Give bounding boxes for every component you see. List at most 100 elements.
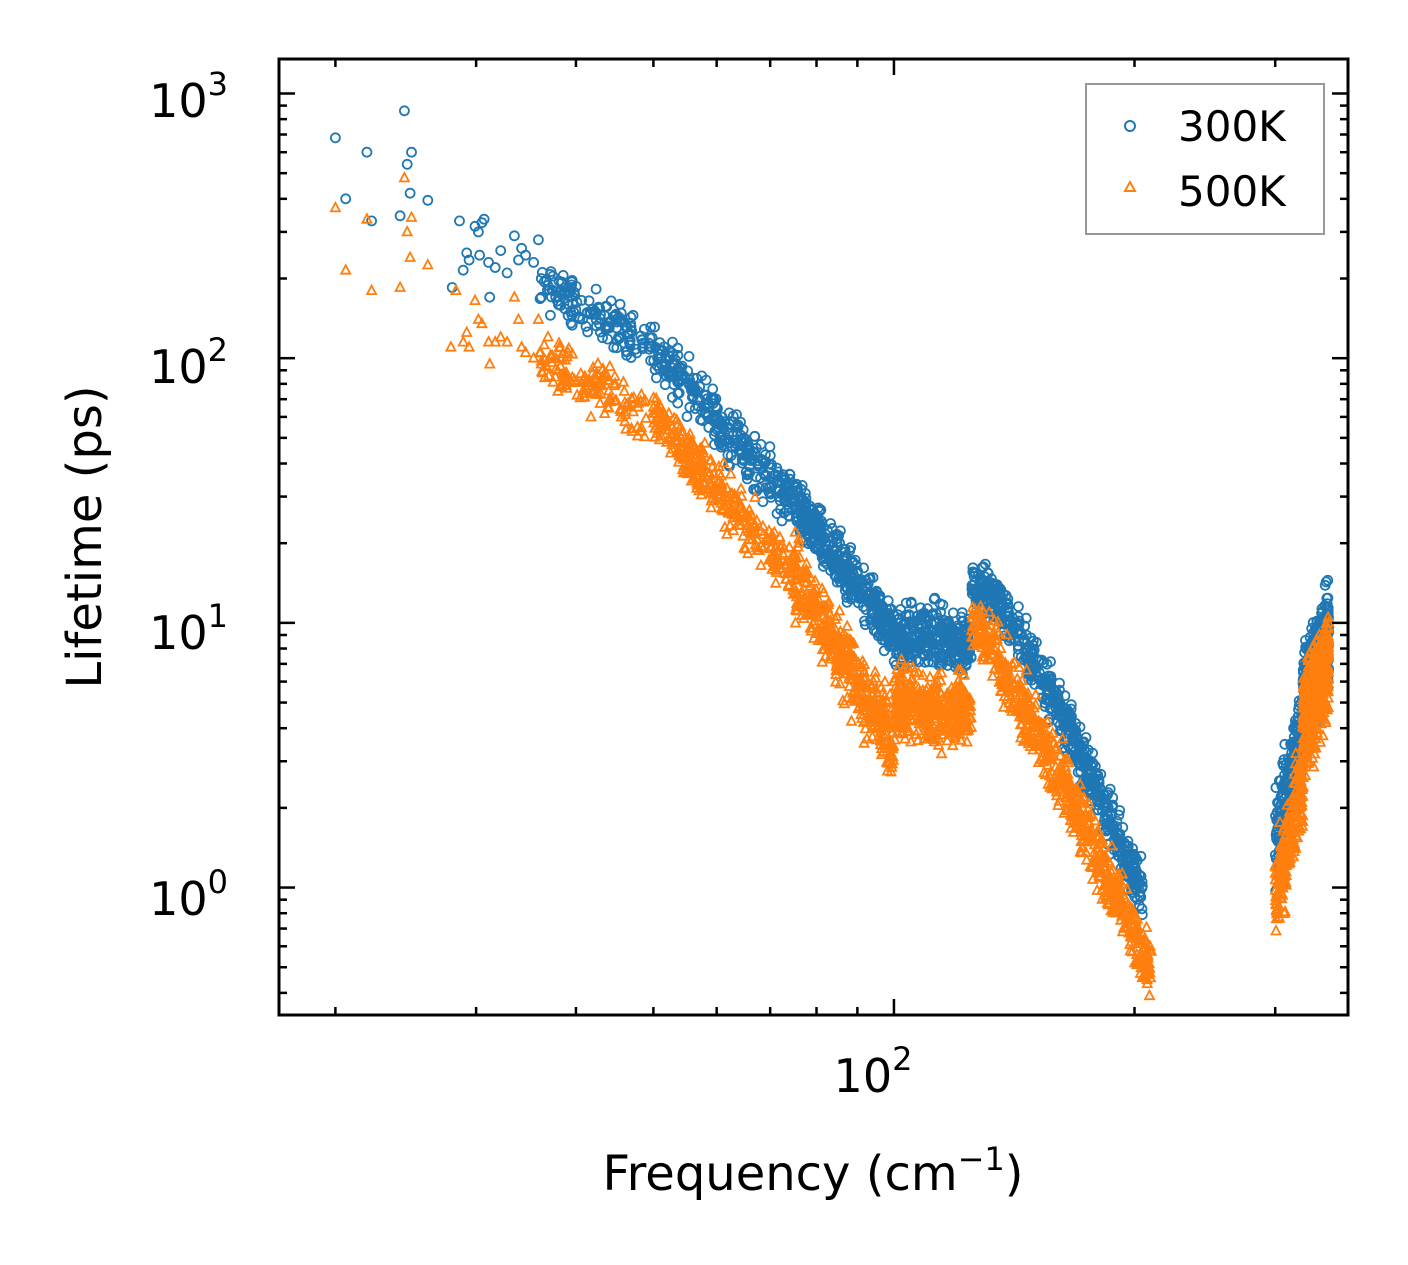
point-500K — [899, 732, 912, 744]
point-300K — [672, 397, 684, 409]
point-500K — [889, 679, 902, 692]
point-500K — [1309, 634, 1322, 646]
point-300K — [917, 608, 929, 619]
point-500K — [1101, 865, 1114, 878]
point-300K — [750, 442, 762, 454]
point-500K — [1029, 698, 1042, 710]
point-500K — [727, 504, 740, 516]
point-500K — [1075, 793, 1088, 806]
point-300K — [752, 458, 764, 470]
point-500K — [553, 336, 565, 348]
point-300K — [850, 585, 861, 597]
point-500K — [859, 671, 872, 683]
point-500K — [751, 543, 764, 555]
point-500K — [899, 686, 912, 699]
point-500K — [995, 660, 1008, 673]
point-500K — [952, 704, 965, 716]
point-300K — [614, 331, 626, 343]
point-500K — [717, 455, 730, 468]
point-500K — [1141, 976, 1154, 989]
point-500K — [899, 708, 912, 720]
point-500K — [912, 705, 925, 717]
point-300K — [913, 629, 925, 640]
point-300K — [649, 321, 660, 333]
point-300K — [406, 146, 417, 158]
point-500K — [916, 668, 929, 680]
point-500K — [838, 696, 851, 709]
point-500K — [852, 701, 865, 714]
point-500K — [1078, 791, 1090, 803]
point-300K — [394, 210, 406, 222]
point-300K — [844, 545, 856, 557]
point-500K — [934, 685, 947, 698]
point-500K — [788, 580, 801, 593]
point-500K — [637, 395, 650, 407]
point-500K — [705, 453, 717, 465]
point-500K — [712, 459, 725, 472]
point-500K — [547, 375, 560, 387]
point-300K — [686, 379, 698, 391]
point-500K — [578, 389, 591, 402]
point-500K — [737, 529, 750, 541]
point-500K — [1004, 681, 1017, 693]
point-500K — [650, 391, 663, 404]
point-500K — [992, 625, 1005, 637]
point-500K — [634, 424, 647, 436]
point-500K — [789, 525, 802, 537]
point-300K — [1051, 700, 1063, 711]
point-300K — [398, 105, 410, 117]
point-500K — [1276, 842, 1289, 854]
point-300K — [1321, 602, 1332, 614]
point-500K — [1019, 691, 1032, 703]
point-500K — [685, 474, 698, 486]
point-500K — [706, 459, 719, 472]
point-300K — [897, 633, 908, 644]
point-300K — [625, 311, 637, 323]
point-300K — [904, 644, 916, 656]
point-300K — [976, 585, 987, 596]
point-500K — [654, 399, 667, 412]
point-300K — [715, 441, 727, 453]
point-500K — [1322, 630, 1335, 642]
point-500K — [950, 723, 962, 735]
point-500K — [1002, 683, 1015, 696]
point-500K — [801, 595, 813, 608]
point-500K — [583, 374, 596, 386]
point-500K — [1073, 804, 1086, 816]
point-500K — [724, 467, 737, 479]
point-300K — [669, 359, 680, 371]
point-500K — [1269, 872, 1282, 885]
point-500K — [976, 650, 989, 662]
point-500K — [444, 340, 457, 352]
point-500K — [791, 571, 804, 583]
point-500K — [708, 493, 721, 505]
point-300K — [672, 342, 684, 354]
point-500K — [797, 601, 810, 613]
point-500K — [975, 616, 988, 628]
point-300K — [764, 441, 776, 453]
point-500K — [1001, 672, 1013, 684]
point-500K — [457, 335, 470, 347]
point-300K — [927, 656, 939, 668]
point-500K — [1103, 871, 1116, 884]
point-500K — [1058, 806, 1071, 818]
point-300K — [404, 187, 416, 199]
point-500K — [585, 410, 597, 422]
point-500K — [1085, 834, 1098, 846]
point-500K — [574, 366, 587, 379]
point-500K — [618, 384, 631, 396]
point-300K — [1037, 673, 1049, 684]
point-300K — [1054, 677, 1065, 689]
point-500K — [1134, 936, 1147, 948]
point-500K — [906, 660, 919, 672]
point-300K — [1122, 850, 1133, 862]
point-300K — [566, 276, 578, 288]
point-500K — [828, 627, 841, 639]
point-500K — [535, 354, 548, 366]
point-500K — [811, 610, 824, 622]
point-500K — [780, 566, 793, 579]
point-300K — [714, 419, 726, 431]
point-500K — [1085, 808, 1098, 820]
point-500K — [1299, 768, 1312, 781]
point-500K — [658, 408, 671, 420]
